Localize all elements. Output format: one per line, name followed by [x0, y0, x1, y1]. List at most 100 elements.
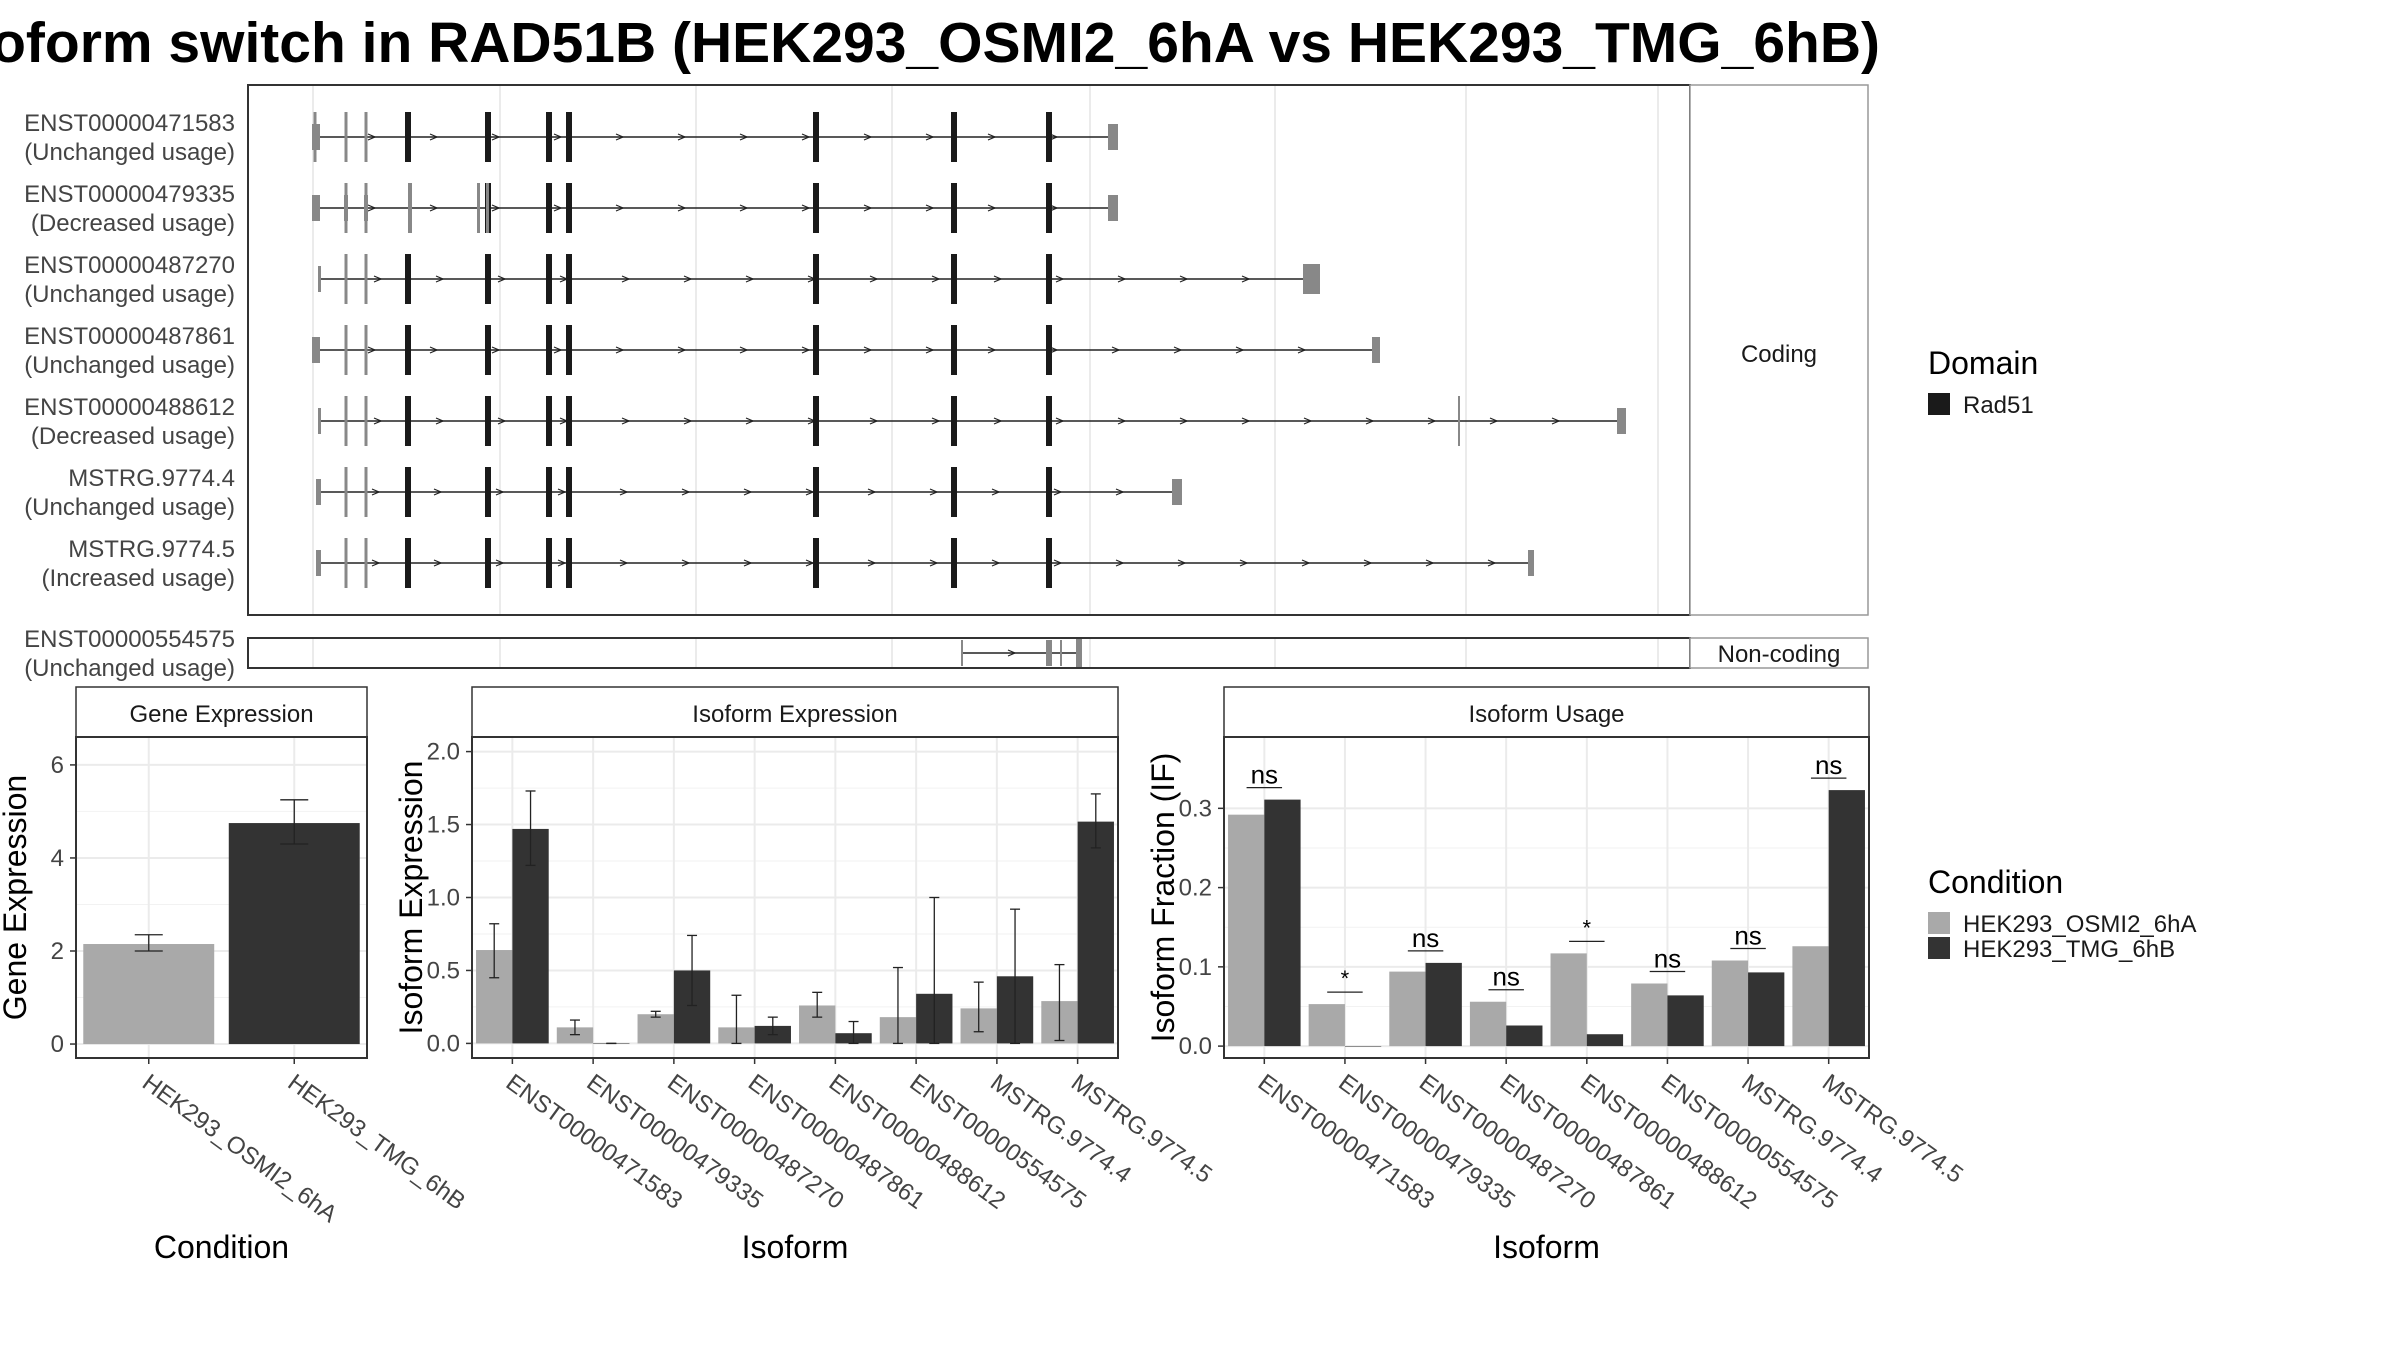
strand-arrow — [1053, 488, 1063, 496]
domain-exon — [813, 325, 819, 375]
strand-arrow — [1239, 559, 1249, 567]
bar-hek293_osmi2_6ha — [556, 1027, 594, 1044]
strand-arrow — [1179, 417, 1189, 425]
strand-arrow — [745, 275, 755, 283]
chart-title: Gene isoform switch in RAD51B (HEK293_OS… — [0, 8, 1880, 78]
domain-exon — [1046, 538, 1052, 588]
isoform-label-id: ENST00000479335 — [24, 181, 235, 208]
strand-arrow — [929, 559, 939, 567]
chart-title-text: Gene isoform switch in RAD51B (HEK293_OS… — [0, 11, 1880, 75]
significance-label: ns — [1734, 921, 1761, 951]
domain-exon — [813, 396, 819, 446]
y-tick-label: 0.0 — [1179, 1033, 1212, 1060]
strand-arrow — [863, 133, 873, 141]
bar-hek293_tmg_6hb — [1586, 1034, 1624, 1047]
exon — [344, 538, 348, 588]
panel-title: Gene Expression — [129, 701, 313, 728]
bar-hek293_tmg_6hb — [1077, 821, 1114, 1044]
y-tick-label: 2.0 — [427, 739, 460, 766]
domain-exon — [1046, 396, 1052, 446]
facet-strip — [471, 686, 1119, 738]
domain-exon — [485, 254, 491, 304]
strand-arrow — [745, 417, 755, 425]
chart-isoform-usage: Isoform Usage0.00.10.20.3ns*nsns*nsnsnsE… — [1145, 686, 1968, 1265]
exon — [313, 112, 317, 162]
domain-exon — [566, 183, 572, 233]
strand-arrow — [681, 559, 691, 567]
facet-label-non-coding: Non-coding — [1718, 641, 1841, 668]
isoform-row-label: ENST00000487270(Unchanged usage) — [24, 252, 235, 308]
y-tick-label: 0.3 — [1179, 795, 1212, 822]
y-tick-label: 6 — [51, 752, 64, 779]
domain-exon — [405, 112, 411, 162]
exon — [344, 254, 348, 304]
bar-hek293_osmi2_6ha — [637, 1014, 674, 1044]
strand-arrow — [801, 204, 811, 212]
strand-arrow — [1241, 275, 1251, 283]
strand-arrow — [867, 559, 877, 567]
transcript-6 — [316, 538, 1534, 588]
strand-arrow — [1427, 417, 1437, 425]
strand-arrow — [991, 488, 1001, 496]
isoform-row-label: ENST00000471583(Unchanged usage) — [24, 110, 235, 166]
domain-exon — [566, 254, 572, 304]
strand-arrow — [801, 346, 811, 354]
utr-exon — [1172, 479, 1182, 505]
small-exon — [313, 195, 317, 221]
strand-arrow — [931, 417, 941, 425]
strand-arrow — [739, 346, 749, 354]
domain-exon — [546, 396, 552, 446]
transcript-4 — [318, 396, 1626, 446]
domain-exon — [1046, 183, 1052, 233]
transcript-5 — [316, 467, 1182, 517]
x-axis-title: Isoform — [742, 1229, 849, 1265]
domain-exon — [813, 254, 819, 304]
strand-arrow — [1055, 417, 1065, 425]
domain-exon — [1046, 325, 1052, 375]
strand-arrow — [863, 346, 873, 354]
strand-arrow — [925, 204, 935, 212]
domain-exon — [566, 467, 572, 517]
utr-exon — [318, 266, 321, 292]
legend-item-label: HEK293_OSMI2_6hA — [1963, 911, 2196, 938]
isoform-label-id: MSTRG.9774.4 — [68, 465, 235, 492]
legend-swatch-rad51 — [1928, 393, 1950, 415]
isoform-label-id: ENST00000488612 — [24, 394, 235, 421]
strand-arrow — [993, 417, 1003, 425]
exon — [364, 396, 368, 446]
isoform-label-id: MSTRG.9774.5 — [68, 536, 235, 563]
utr-exon — [1372, 337, 1380, 363]
y-tick-label: 0.0 — [427, 1030, 460, 1057]
legend-domain: Domain Rad51 — [1928, 345, 2038, 419]
exon — [364, 112, 368, 162]
exon — [364, 538, 368, 588]
non-coding-panel: Non-coding — [247, 637, 1869, 669]
x-axis-title: Condition — [154, 1229, 289, 1265]
strand-arrow — [739, 133, 749, 141]
facet-label-coding: Coding — [1741, 341, 1817, 368]
strand-arrow — [683, 275, 693, 283]
strand-arrow — [621, 417, 631, 425]
domain-exon — [566, 325, 572, 375]
domain-exon — [1046, 467, 1052, 517]
y-tick-label: 0 — [51, 1031, 64, 1058]
strand-arrow — [1489, 417, 1499, 425]
bar-hek293_osmi2_6ha — [1711, 960, 1749, 1047]
bar-hek293_osmi2_6ha — [1550, 953, 1587, 1047]
domain-exon — [485, 325, 491, 375]
strand-arrow — [1363, 559, 1373, 567]
domain-exon — [1046, 254, 1052, 304]
utr-exon — [312, 337, 320, 363]
bar-hek293_osmi2_6ha — [1469, 1001, 1507, 1047]
strand-arrow — [739, 204, 749, 212]
significance-label: ns — [1251, 760, 1278, 790]
domain-exon — [951, 325, 957, 375]
strand-arrow — [925, 346, 935, 354]
facet-strip-non-coding — [1689, 637, 1869, 669]
strand-arrow — [1007, 649, 1017, 657]
domain-exon — [1046, 112, 1052, 162]
strand-arrow — [677, 346, 687, 354]
isoform-label-usage: (Increased usage) — [42, 565, 235, 592]
strand-arrow — [991, 559, 1001, 567]
isoform-label-usage: (Unchanged usage) — [24, 139, 235, 166]
